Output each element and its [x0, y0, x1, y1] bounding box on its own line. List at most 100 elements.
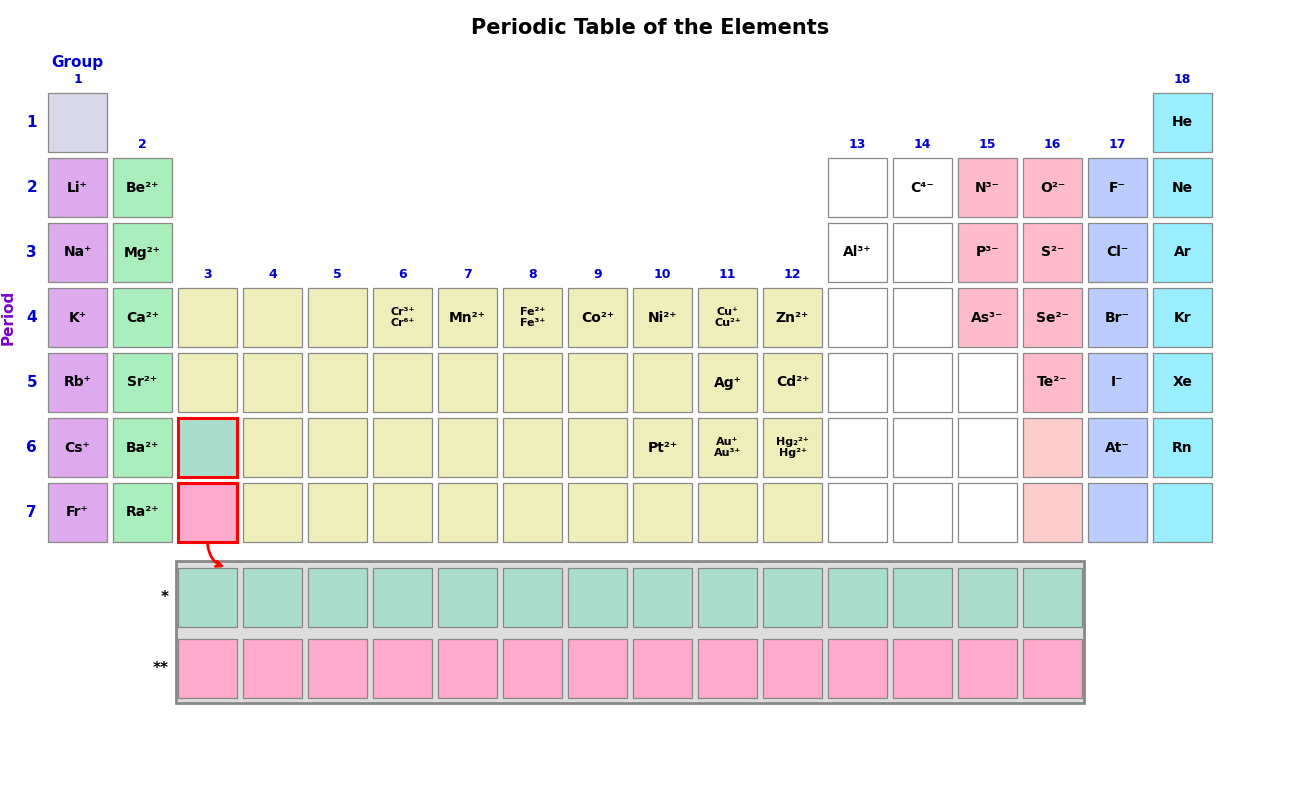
- Bar: [243, 418, 302, 477]
- Text: He: He: [1171, 115, 1193, 130]
- Text: Li⁺: Li⁺: [68, 180, 88, 195]
- Bar: [1153, 288, 1212, 347]
- Bar: [178, 639, 237, 698]
- Text: Rn: Rn: [1173, 441, 1193, 455]
- Text: Periodic Table of the Elements: Periodic Table of the Elements: [471, 18, 829, 38]
- Text: Ba²⁺: Ba²⁺: [126, 441, 159, 455]
- Bar: [893, 418, 952, 477]
- Bar: [503, 568, 562, 627]
- Bar: [763, 288, 822, 347]
- Bar: [438, 353, 497, 412]
- Bar: [373, 353, 432, 412]
- Text: 15: 15: [979, 138, 996, 151]
- Text: 11: 11: [719, 268, 736, 281]
- Bar: [633, 288, 692, 347]
- Bar: [113, 483, 172, 542]
- Bar: [243, 639, 302, 698]
- Bar: [308, 639, 367, 698]
- Text: 3: 3: [203, 268, 212, 281]
- Text: 4: 4: [268, 268, 277, 281]
- Bar: [1023, 353, 1082, 412]
- Text: Period: Period: [0, 290, 16, 345]
- Text: Al³⁺: Al³⁺: [844, 245, 872, 259]
- Text: As³⁻: As³⁻: [971, 311, 1004, 324]
- Text: Co²⁺: Co²⁺: [581, 311, 614, 324]
- Bar: [1153, 223, 1212, 282]
- Text: Ra²⁺: Ra²⁺: [126, 505, 159, 520]
- Text: 7: 7: [463, 268, 472, 281]
- Bar: [763, 483, 822, 542]
- Bar: [1023, 639, 1082, 698]
- Text: F⁻: F⁻: [1109, 180, 1126, 195]
- Bar: [48, 353, 107, 412]
- Text: C⁴⁻: C⁴⁻: [910, 180, 935, 195]
- Bar: [1023, 418, 1082, 477]
- Bar: [893, 288, 952, 347]
- Text: Mn²⁺: Mn²⁺: [448, 311, 486, 324]
- Text: *: *: [161, 590, 169, 605]
- Bar: [1023, 158, 1082, 217]
- Text: Hg₂²⁺
Hg²⁺: Hg₂²⁺ Hg²⁺: [776, 437, 809, 458]
- Bar: [698, 483, 757, 542]
- Bar: [893, 223, 952, 282]
- Bar: [178, 418, 237, 477]
- Bar: [48, 158, 107, 217]
- Bar: [1088, 483, 1147, 542]
- Bar: [633, 418, 692, 477]
- Bar: [958, 353, 1017, 412]
- Bar: [178, 483, 237, 542]
- Text: Fr⁺: Fr⁺: [66, 505, 88, 520]
- Bar: [178, 568, 237, 627]
- Bar: [958, 483, 1017, 542]
- Bar: [503, 639, 562, 698]
- Bar: [1088, 223, 1147, 282]
- Bar: [113, 158, 172, 217]
- Bar: [828, 568, 887, 627]
- Bar: [1023, 223, 1082, 282]
- Text: Group: Group: [52, 55, 104, 70]
- Bar: [698, 639, 757, 698]
- Bar: [48, 288, 107, 347]
- Bar: [373, 568, 432, 627]
- Text: Mg²⁺: Mg²⁺: [124, 245, 161, 259]
- Bar: [633, 483, 692, 542]
- Bar: [503, 353, 562, 412]
- Bar: [503, 483, 562, 542]
- Text: 12: 12: [784, 268, 801, 281]
- Text: Be²⁺: Be²⁺: [126, 180, 159, 195]
- Bar: [893, 639, 952, 698]
- Text: O²⁻: O²⁻: [1040, 180, 1065, 195]
- Text: 2: 2: [26, 180, 36, 195]
- Bar: [48, 418, 107, 477]
- Text: Se²⁻: Se²⁻: [1036, 311, 1069, 324]
- Bar: [1153, 418, 1212, 477]
- Text: 1: 1: [73, 73, 82, 86]
- Bar: [828, 483, 887, 542]
- Bar: [698, 353, 757, 412]
- Bar: [373, 639, 432, 698]
- Text: 4: 4: [26, 310, 36, 325]
- Bar: [568, 568, 627, 627]
- Bar: [1153, 158, 1212, 217]
- Bar: [958, 568, 1017, 627]
- Bar: [438, 483, 497, 542]
- Bar: [893, 483, 952, 542]
- Bar: [113, 418, 172, 477]
- Bar: [503, 418, 562, 477]
- Bar: [178, 418, 237, 477]
- Bar: [958, 418, 1017, 477]
- Text: Na⁺: Na⁺: [64, 245, 92, 259]
- Bar: [243, 353, 302, 412]
- Bar: [893, 353, 952, 412]
- Text: Ni²⁺: Ni²⁺: [647, 311, 677, 324]
- Bar: [178, 483, 237, 542]
- Bar: [373, 418, 432, 477]
- Bar: [438, 639, 497, 698]
- Bar: [893, 158, 952, 217]
- Bar: [763, 353, 822, 412]
- Text: Xe: Xe: [1173, 376, 1192, 389]
- Bar: [958, 158, 1017, 217]
- Text: Cr³⁺
Cr⁶⁺: Cr³⁺ Cr⁶⁺: [390, 307, 415, 328]
- Text: Cl⁻: Cl⁻: [1106, 245, 1128, 259]
- Text: Pt²⁺: Pt²⁺: [647, 441, 677, 455]
